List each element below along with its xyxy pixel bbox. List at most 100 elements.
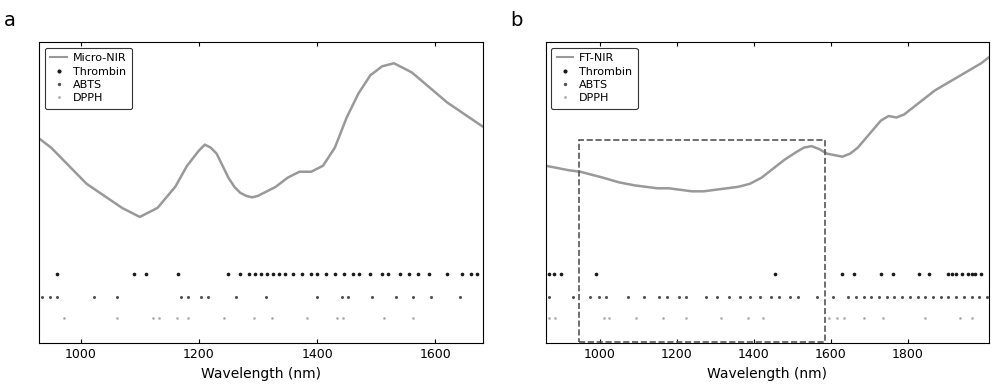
Point	[86, 294, 102, 300]
Point	[439, 271, 455, 277]
Point	[591, 294, 607, 300]
Point	[954, 271, 970, 277]
Point	[964, 271, 980, 277]
Point	[948, 294, 964, 300]
Point	[392, 271, 408, 277]
Point	[825, 294, 841, 300]
Point	[713, 315, 729, 321]
Point	[809, 294, 825, 300]
Point	[856, 294, 872, 300]
Point	[200, 294, 216, 300]
Point	[763, 294, 779, 300]
Point	[601, 315, 617, 321]
Point	[933, 294, 949, 300]
Point	[944, 271, 960, 277]
Point	[151, 315, 167, 321]
Point	[34, 294, 50, 300]
Point	[294, 271, 310, 277]
Point	[771, 294, 787, 300]
Point	[952, 315, 968, 321]
Point	[767, 271, 783, 277]
Point	[582, 294, 598, 300]
Point	[848, 294, 864, 300]
Point	[340, 294, 356, 300]
Point	[126, 271, 142, 277]
Point	[401, 271, 417, 277]
Point	[651, 294, 667, 300]
Point	[732, 294, 748, 300]
Point	[834, 271, 850, 277]
X-axis label: Wavelength (nm): Wavelength (nm)	[707, 367, 827, 381]
Point	[285, 271, 301, 277]
Point	[469, 271, 485, 277]
Point	[345, 271, 361, 277]
Point	[410, 271, 426, 277]
Point	[309, 294, 325, 300]
Point	[790, 294, 806, 300]
Legend: FT-NIR, Thrombin, ABTS, DPPH: FT-NIR, Thrombin, ABTS, DPPH	[551, 48, 638, 109]
Point	[173, 294, 189, 300]
Point	[541, 315, 557, 321]
Text: a: a	[4, 11, 16, 30]
Point	[541, 294, 557, 300]
Point	[721, 294, 737, 300]
Point	[138, 271, 154, 277]
Point	[258, 294, 274, 300]
Point	[940, 294, 956, 300]
Point	[374, 271, 390, 277]
Point	[423, 294, 439, 300]
Point	[596, 315, 612, 321]
Point	[902, 294, 918, 300]
Point	[873, 271, 889, 277]
Point	[303, 271, 319, 277]
Point	[318, 271, 334, 277]
Point	[836, 315, 852, 321]
X-axis label: Wavelength (nm): Wavelength (nm)	[201, 367, 321, 381]
Point	[588, 271, 604, 277]
Point	[49, 271, 65, 277]
Point	[232, 271, 248, 277]
Point	[979, 294, 995, 300]
Point	[678, 315, 694, 321]
Legend: Micro-NIR, Thrombin, ABTS, DPPH: Micro-NIR, Thrombin, ABTS, DPPH	[45, 48, 132, 109]
Point	[875, 315, 891, 321]
Point	[56, 315, 72, 321]
Point	[659, 294, 675, 300]
Point	[565, 294, 581, 300]
Point	[388, 294, 404, 300]
Point	[299, 315, 315, 321]
Point	[228, 294, 244, 300]
Point	[145, 315, 161, 321]
Point	[964, 315, 980, 321]
Point	[885, 271, 901, 277]
Point	[109, 315, 125, 321]
Point	[216, 315, 232, 321]
Point	[910, 294, 926, 300]
Point	[180, 315, 196, 321]
Point	[49, 294, 65, 300]
Point	[964, 294, 980, 300]
Point	[886, 294, 902, 300]
Point	[840, 294, 856, 300]
Point	[967, 271, 983, 277]
Point	[921, 271, 937, 277]
Point	[755, 315, 771, 321]
Point	[829, 315, 845, 321]
Point	[247, 271, 263, 277]
Point	[170, 271, 186, 277]
Point	[336, 271, 352, 277]
Point	[380, 271, 396, 277]
Point	[960, 271, 976, 277]
Point	[956, 294, 972, 300]
Point	[742, 294, 758, 300]
Point	[698, 294, 714, 300]
Point	[917, 294, 933, 300]
Point	[246, 315, 262, 321]
Point	[364, 294, 380, 300]
Point	[309, 271, 325, 277]
Point	[546, 271, 562, 277]
Point	[636, 294, 652, 300]
Point	[421, 271, 437, 277]
Point	[241, 271, 257, 277]
Point	[264, 315, 280, 321]
